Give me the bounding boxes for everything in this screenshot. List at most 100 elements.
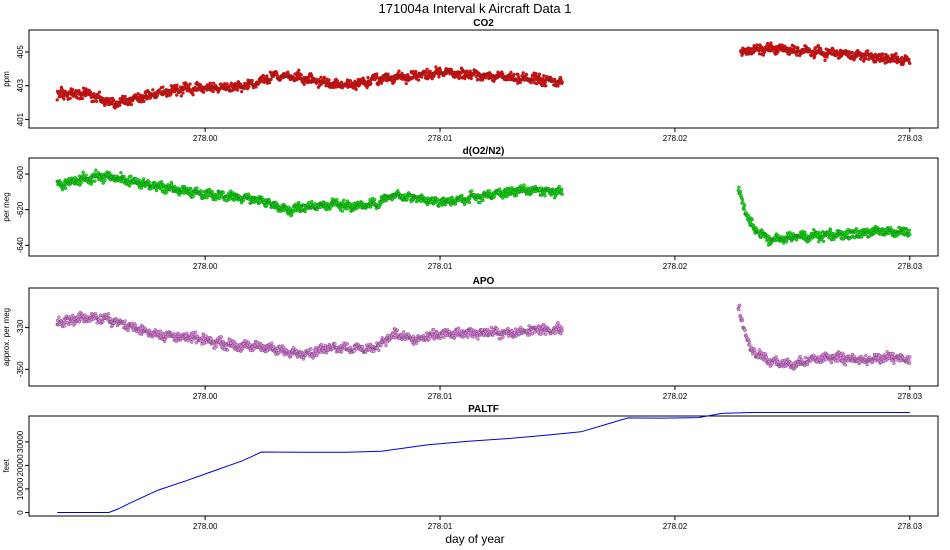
data-point xyxy=(435,197,440,202)
data-point xyxy=(101,181,105,185)
data-point xyxy=(191,93,195,97)
data-point xyxy=(469,76,473,81)
data-point xyxy=(478,200,482,205)
data-point xyxy=(297,68,301,72)
data-point xyxy=(843,363,847,367)
data-point xyxy=(173,184,177,189)
data-point xyxy=(142,99,146,103)
data-point xyxy=(397,69,401,73)
data-point xyxy=(62,97,66,101)
data-point xyxy=(738,189,743,194)
data-point xyxy=(103,178,107,182)
data-point xyxy=(286,70,290,74)
y-tick-label: -600 xyxy=(16,165,25,182)
data-point xyxy=(241,198,246,203)
x-tick-label: 278.01 xyxy=(428,262,453,271)
data-point xyxy=(128,184,132,188)
data-point xyxy=(832,237,836,242)
data-point xyxy=(506,326,510,331)
data-point xyxy=(537,72,542,76)
x-tick-label: 278.03 xyxy=(898,262,923,271)
data-point xyxy=(384,343,388,348)
data-point xyxy=(55,98,59,102)
x-tick-label: 278.00 xyxy=(193,134,218,143)
data-point xyxy=(92,99,96,104)
data-point xyxy=(453,202,458,206)
data-point xyxy=(352,349,356,353)
data-point xyxy=(184,82,189,86)
data-point xyxy=(71,88,75,92)
data-point xyxy=(348,79,353,83)
data-point xyxy=(543,80,548,84)
data-point xyxy=(881,52,885,56)
data-point xyxy=(297,200,301,205)
data-point xyxy=(403,193,407,197)
x-tick-label: 278.01 xyxy=(428,134,453,143)
data-point xyxy=(354,87,358,92)
data-point xyxy=(369,81,373,86)
data-point xyxy=(139,186,144,190)
data-point xyxy=(540,83,544,88)
data-point xyxy=(769,41,773,45)
data-point xyxy=(303,209,307,214)
x-tick-label: 278.02 xyxy=(663,134,688,143)
data-point xyxy=(308,202,312,206)
y-tick-label: 405 xyxy=(16,45,25,59)
data-point xyxy=(908,232,912,237)
data-point xyxy=(443,202,448,207)
x-tick-label: 278.03 xyxy=(898,392,923,401)
data-point xyxy=(560,192,564,196)
data-point xyxy=(57,315,61,319)
data-point xyxy=(560,187,564,191)
data-point xyxy=(271,344,276,349)
data-point xyxy=(158,329,163,333)
data-point xyxy=(560,326,564,330)
data-point xyxy=(740,198,745,202)
data-point xyxy=(401,330,406,334)
y-tick-label: 10000 xyxy=(16,477,25,500)
data-point xyxy=(201,90,206,94)
data-point xyxy=(527,324,531,328)
data-point xyxy=(179,94,183,98)
data-point xyxy=(63,324,67,328)
x-tick-label: 278.03 xyxy=(898,134,923,143)
data-point xyxy=(819,47,823,52)
data-point xyxy=(737,185,741,189)
data-point xyxy=(420,75,424,79)
series-points xyxy=(55,168,912,247)
y-tick-label: 0 xyxy=(16,510,25,515)
data-point xyxy=(247,85,251,89)
data-point xyxy=(319,75,323,79)
x-tick-label: 278.02 xyxy=(663,522,688,531)
data-point xyxy=(828,228,833,233)
data-point xyxy=(864,56,868,61)
data-point xyxy=(509,70,513,75)
data-point xyxy=(555,191,560,196)
data-point xyxy=(169,92,173,96)
data-point xyxy=(360,345,365,349)
data-point xyxy=(240,89,244,94)
data-point xyxy=(159,180,164,184)
data-point xyxy=(467,200,472,204)
data-point xyxy=(816,43,820,48)
data-point xyxy=(372,349,376,354)
data-point xyxy=(558,75,563,80)
data-point xyxy=(907,57,911,62)
data-point xyxy=(872,231,876,236)
data-point xyxy=(154,188,159,193)
x-tick-label: 278.01 xyxy=(428,522,453,531)
data-point xyxy=(94,168,98,172)
data-point xyxy=(346,206,350,210)
data-point xyxy=(211,89,215,94)
data-point xyxy=(544,84,548,88)
data-point xyxy=(552,77,557,82)
series-line xyxy=(57,412,910,513)
data-point xyxy=(335,79,340,83)
data-point xyxy=(218,337,222,342)
data-point xyxy=(738,313,743,318)
data-point xyxy=(501,335,505,339)
data-point xyxy=(425,67,429,71)
data-point xyxy=(342,198,346,202)
